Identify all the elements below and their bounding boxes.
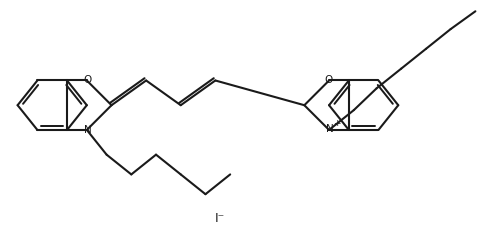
- Text: N: N: [84, 125, 92, 135]
- Text: +: +: [333, 120, 341, 128]
- Text: I⁻: I⁻: [215, 212, 225, 226]
- Text: O: O: [324, 76, 332, 85]
- Text: N: N: [326, 124, 334, 134]
- Text: O: O: [84, 76, 92, 85]
